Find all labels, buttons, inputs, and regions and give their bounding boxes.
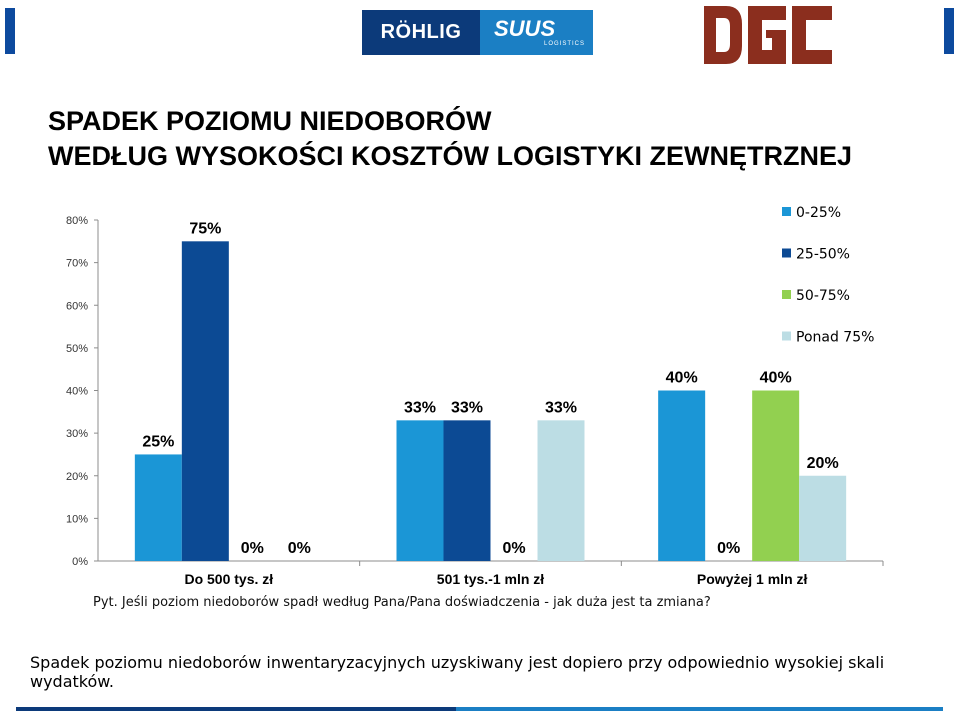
bar-ponad-75-501-tys-1-mln-zl xyxy=(537,420,585,561)
bar-25-50-501-tys-1-mln-zl xyxy=(443,420,491,561)
legend-swatch-50-75 xyxy=(782,290,791,299)
bar-0-25-powyzej-1-mln-zl xyxy=(658,390,706,561)
data-label: 33% xyxy=(404,399,436,416)
page-title: SPADEK POZIOMU NIEDOBORÓW WEDŁUG WYSOKOŚ… xyxy=(48,104,852,174)
suus-logo-text: SUUS xyxy=(494,16,556,41)
left-accent-bar xyxy=(5,8,15,54)
bar-50-75-powyzej-1-mln-zl xyxy=(752,390,800,561)
data-label: 0% xyxy=(717,540,740,557)
y-tick-label: 60% xyxy=(66,300,88,312)
legend-label-ponad-75: Ponad 75% xyxy=(796,330,874,346)
survey-question: Pyt. Jeśli poziom niedoborów spadł wedłu… xyxy=(93,595,711,610)
legend-label-25-50: 25-50% xyxy=(796,247,850,263)
bar-ponad-75-powyzej-1-mln-zl xyxy=(799,475,847,561)
y-tick-label: 30% xyxy=(66,428,88,440)
legend-label-50-75: 50-75% xyxy=(796,288,850,304)
data-label: 0% xyxy=(288,540,311,557)
data-label: 0% xyxy=(241,540,264,557)
rohlig-suus-logo: RÖHLIG SUUS LOGISTICS xyxy=(362,10,593,55)
suus-logo-subtext: LOGISTICS xyxy=(544,41,586,47)
suus-logo-block: SUUS LOGISTICS xyxy=(480,10,593,55)
legend-swatch-25-50 xyxy=(782,248,791,258)
bar-0-25-501-tys-1-mln-zl xyxy=(396,420,444,561)
data-label: 25% xyxy=(142,433,174,450)
title-line-2: WEDŁUG WYSOKOŚCI KOSZTÓW LOGISTYKI ZEWNĘ… xyxy=(48,141,852,171)
legend-swatch-0-25 xyxy=(782,207,791,216)
right-accent-bar xyxy=(944,8,954,54)
legend-label-0-25: 0-25% xyxy=(796,205,841,221)
data-label: 40% xyxy=(666,370,698,387)
dgc-logo xyxy=(704,6,832,64)
data-label: 33% xyxy=(545,399,577,416)
x-category-label: Powyżej 1 mln zł xyxy=(697,571,808,587)
summary-caption: Spadek poziomu niedoborów inwentaryzacyj… xyxy=(30,653,885,691)
bar-0-25-do-500-tys-zl xyxy=(134,454,182,561)
x-category-label: 501 tys.-1 mln zł xyxy=(437,571,544,587)
y-tick-label: 50% xyxy=(66,343,88,355)
data-label: 20% xyxy=(807,455,839,472)
y-tick-label: 80% xyxy=(66,215,88,227)
footer-line-dark xyxy=(16,707,456,711)
y-tick-label: 10% xyxy=(66,513,88,525)
data-label: 33% xyxy=(451,399,483,416)
y-tick-label: 40% xyxy=(66,386,88,398)
bar-25-50-do-500-tys-zl xyxy=(181,241,229,561)
rohlig-logo-text: RÖHLIG xyxy=(362,10,480,55)
y-tick-label: 20% xyxy=(66,471,88,483)
data-label: 0% xyxy=(502,540,525,557)
y-tick-label: 70% xyxy=(66,258,88,270)
title-line-1: SPADEK POZIOMU NIEDOBORÓW xyxy=(48,106,492,136)
data-label: 40% xyxy=(760,370,792,387)
y-tick-label: 0% xyxy=(72,556,88,568)
legend-swatch-ponad-75 xyxy=(782,331,791,341)
footer-line-light xyxy=(456,707,943,711)
x-category-label: Do 500 tys. zł xyxy=(184,571,273,587)
data-label: 75% xyxy=(189,220,221,237)
